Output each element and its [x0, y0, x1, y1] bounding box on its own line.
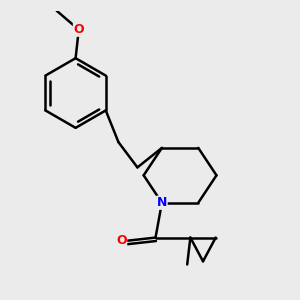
Text: O: O [116, 234, 127, 247]
Text: O: O [74, 23, 84, 36]
Text: N: N [157, 196, 167, 209]
